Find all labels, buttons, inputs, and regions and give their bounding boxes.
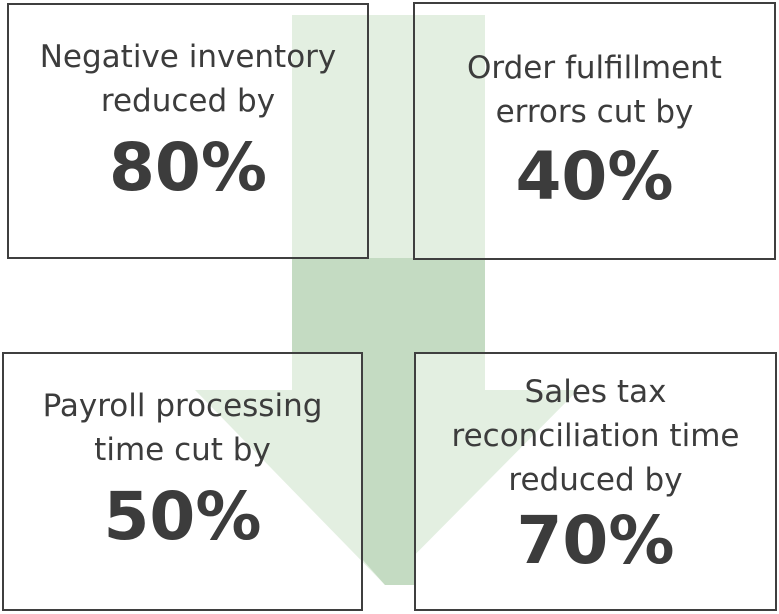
metric-label: Payroll processing time cut by <box>42 388 323 468</box>
metric-value: 80% <box>109 129 267 206</box>
metric-card-payroll-processing: Payroll processing time cut by 50% <box>2 352 363 611</box>
metric-card-negative-inventory: Negative inventory reduced by 80% <box>7 3 369 259</box>
down-arrow-dark-shaft <box>292 258 485 354</box>
metric-label: Order fulfillment errors cut by <box>467 50 722 130</box>
metric-value: 40% <box>515 138 674 215</box>
metric-label: Sales tax reconciliation time reduced by <box>451 374 740 498</box>
metric-value: 70% <box>516 502 675 579</box>
metric-card-sales-tax: Sales tax reconciliation time reduced by… <box>414 352 777 611</box>
metric-label: Negative inventory reduced by <box>39 39 337 119</box>
down-arrow-dark-head <box>363 354 414 585</box>
metric-value: 50% <box>103 478 262 555</box>
metric-card-order-fulfillment: Order fulfillment errors cut by 40% <box>413 2 776 260</box>
